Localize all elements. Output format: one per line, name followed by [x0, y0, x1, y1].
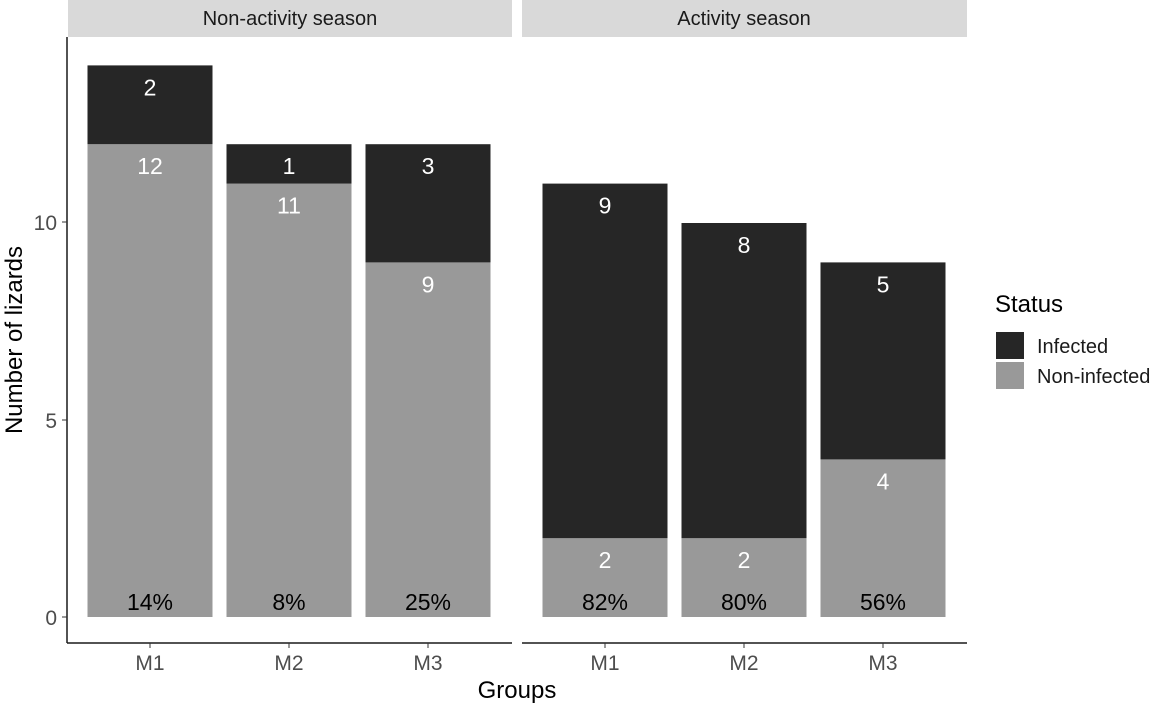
panel-title-activity: Activity season — [677, 8, 810, 30]
legend: Status Infected Non-infected — [995, 291, 1150, 389]
y-tick-label-10: 10 — [34, 212, 57, 235]
legend-swatch-infected — [996, 332, 1024, 359]
bar-percent-label: 14% — [127, 589, 173, 615]
bar-percent-label: 25% — [405, 589, 451, 615]
bar-segment-non-infected — [542, 538, 668, 617]
x-axis-title: Groups — [478, 677, 557, 704]
bar-percent-label: 82% — [582, 589, 628, 615]
x-ticks-panel-1: M1 M2 M3 — [135, 643, 443, 675]
bar-percent-label: 56% — [860, 589, 906, 615]
bar-value-label: 5 — [877, 271, 890, 297]
bar-segment-infected — [365, 144, 491, 263]
y-tick-label-5: 5 — [45, 410, 57, 433]
bar-segment-non-infected — [681, 538, 807, 617]
x-tick-label: M1 — [135, 652, 164, 675]
bar-segment-non-infected — [820, 459, 946, 617]
y-ticks: 0 5 10 — [34, 212, 67, 630]
bar-segment-infected — [542, 183, 668, 539]
bar-segment-infected — [226, 144, 352, 184]
x-tick-label: M2 — [274, 652, 303, 675]
bar-value-label: 2 — [738, 547, 751, 573]
bar-value-label: 2 — [144, 74, 157, 100]
bar-value-label: 11 — [277, 193, 301, 219]
x-tick-label: M3 — [868, 652, 897, 675]
x-tick-label: M2 — [729, 652, 758, 675]
bar-segment-non-infected — [365, 262, 491, 617]
bar-value-label: 9 — [422, 271, 435, 297]
legend-label-non-infected: Non-infected — [1037, 366, 1150, 388]
bar-value-label: 1 — [283, 153, 296, 179]
bar-value-label: 9 — [599, 193, 612, 219]
legend-label-infected: Infected — [1037, 336, 1108, 358]
legend-title: Status — [995, 291, 1063, 318]
bar-segment-non-infected — [87, 144, 213, 617]
y-axis-title: Number of lizards — [1, 246, 28, 434]
bar-value-label: 8 — [738, 232, 751, 258]
bar-segment-non-infected — [226, 183, 352, 617]
bar-value-label: 2 — [599, 547, 612, 573]
bar-value-label: 4 — [877, 468, 890, 494]
x-tick-label: M1 — [590, 652, 619, 675]
panel-strip-non-activity: Non-activity season — [68, 0, 512, 37]
x-ticks-panel-2: M1 M2 M3 — [590, 643, 898, 675]
bar-segment-infected — [820, 262, 946, 460]
bar-segment-infected — [87, 65, 213, 145]
x-tick-label: M3 — [413, 652, 442, 675]
bar-value-label: 3 — [422, 153, 435, 179]
bar-segment-infected — [681, 223, 807, 539]
bar-value-label: 12 — [137, 153, 163, 179]
panel-title-non-activity: Non-activity season — [203, 8, 378, 30]
legend-swatch-non-infected — [996, 362, 1024, 389]
panel-strip-activity: Activity season — [522, 0, 967, 37]
bar-percent-label: 8% — [272, 589, 305, 615]
bar-percent-label: 80% — [721, 589, 767, 615]
y-tick-label-0: 0 — [45, 607, 57, 630]
